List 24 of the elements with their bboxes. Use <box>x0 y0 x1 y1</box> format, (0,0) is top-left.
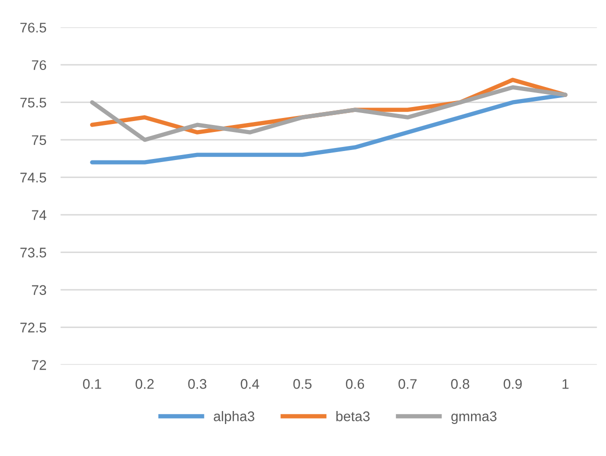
y-tick-label: 74.5 <box>20 172 46 183</box>
y-tick-label: 72 <box>32 360 46 370</box>
x-tick-label: 0.6 <box>346 379 364 389</box>
y-tick-label: 76 <box>32 60 46 70</box>
x-tick-label: 0.3 <box>188 379 206 389</box>
x-tick-label: 1 <box>562 379 569 389</box>
legend-label: beta3 <box>336 411 370 422</box>
y-tick-label: 75.5 <box>20 98 46 108</box>
line-series <box>90 85 568 142</box>
y-tick-label: 74 <box>32 210 46 220</box>
x-tick-label: 0.4 <box>240 379 260 389</box>
x-tick-label: 0.2 <box>136 379 154 389</box>
x-tick-label: 0.7 <box>398 379 417 389</box>
y-tick-label: 73.5 <box>20 248 46 258</box>
y-tick-label: 72.5 <box>20 322 46 332</box>
y-tick-label: 73 <box>32 285 46 295</box>
legend-label: alpha3 <box>214 411 254 424</box>
x-tick-label: 0.8 <box>451 379 470 389</box>
x-tick-label: 0.1 <box>83 379 102 389</box>
legend-label: gmma3 <box>451 411 496 424</box>
x-tick-label: 0.9 <box>504 379 522 389</box>
y-tick-label: 75 <box>32 135 46 146</box>
x-tick-label: 0.5 <box>293 379 312 389</box>
y-tick-label: 76.5 <box>20 22 46 33</box>
